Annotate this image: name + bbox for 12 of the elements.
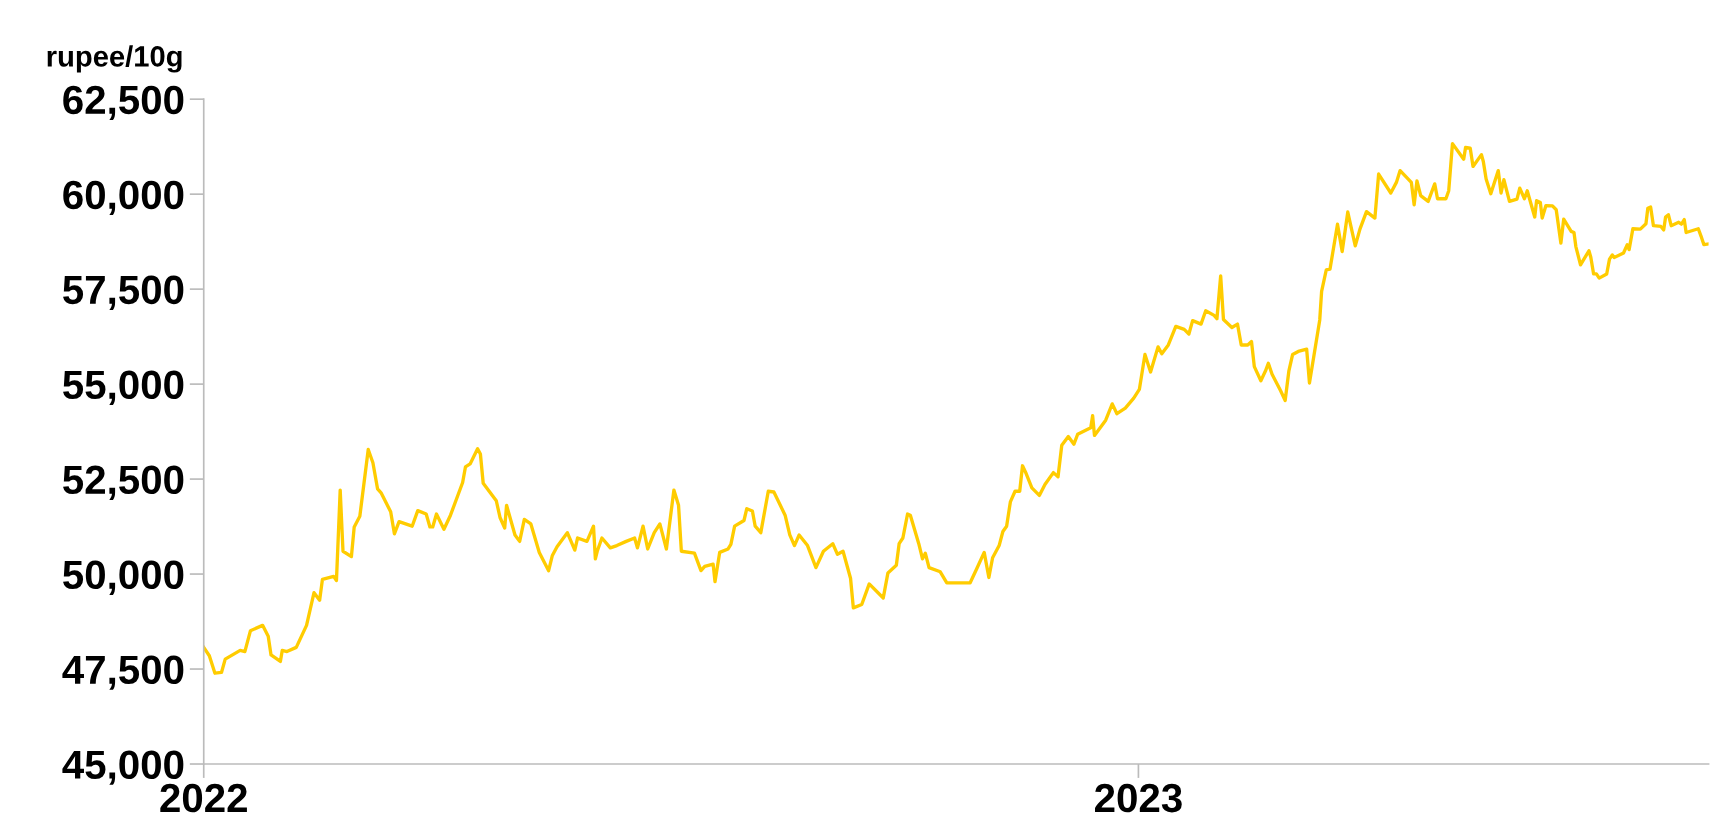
y-tick-label: 55,000 [63,370,184,405]
y-axis-title: rupee/10g [47,45,182,73]
y-tick-label: 52,500 [63,465,184,500]
y-tick-label: 50,000 [63,560,184,595]
x-tick-label: 2023 [1095,783,1182,813]
line-series [203,141,1709,675]
x-tick-label: 2022 [160,783,247,813]
y-tick-label: 62,500 [63,85,184,121]
y-tick-label: 60,000 [63,180,184,215]
y-tick-label: 45,000 [62,750,184,785]
y-tick-label: 57,500 [63,275,184,310]
y-tick-label: 47,500 [62,655,184,690]
